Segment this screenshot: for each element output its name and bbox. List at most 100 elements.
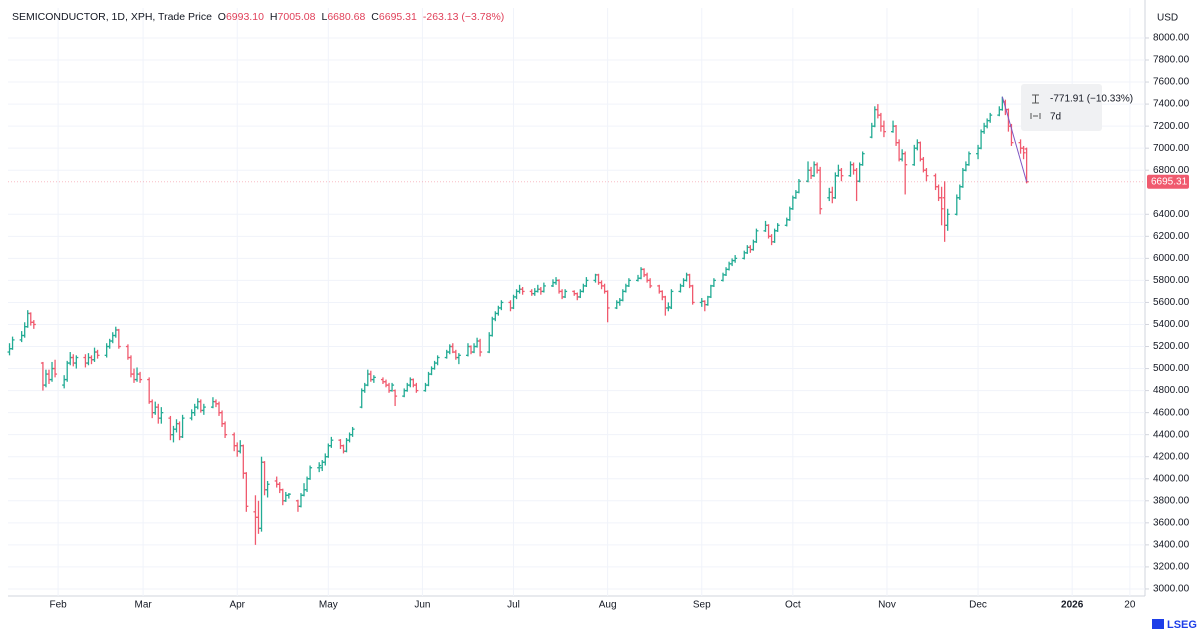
y-tick-label: 7800.00 <box>1153 55 1190 66</box>
ohlc-bar <box>645 272 650 283</box>
ohlc-bar <box>897 139 902 162</box>
ohlc-bar <box>25 310 30 328</box>
field-key: O <box>217 11 226 23</box>
ohlc-bar <box>763 220 768 232</box>
ohlc-bar <box>308 465 313 480</box>
ohlc-bar <box>277 482 282 494</box>
ohlc-bar <box>869 122 874 139</box>
currency: USD <box>1157 13 1178 24</box>
ohlc-bar <box>918 141 923 162</box>
ohlc-bar <box>174 419 179 433</box>
ohlc-bar <box>939 186 944 226</box>
ohlc-bar <box>414 382 419 393</box>
x-tick-label: Jun <box>414 600 430 611</box>
field-value: 6993.10 <box>225 11 264 23</box>
header-change: -263.13 (−3.78%) <box>422 11 505 23</box>
ohlc-bar <box>878 112 883 132</box>
ohlc-bar <box>390 382 395 392</box>
y-tick-label: 3400.00 <box>1153 540 1190 551</box>
y-tick-label: 4600.00 <box>1153 407 1190 418</box>
ohlc-bar <box>223 421 228 438</box>
y-tick-label: 7000.00 <box>1153 143 1190 154</box>
ohlc-bar <box>730 258 735 267</box>
ohlc-bar <box>274 476 279 488</box>
y-tick-label: 5600.00 <box>1153 297 1190 308</box>
ohlc-bar <box>217 401 222 416</box>
ohlc-bar <box>472 343 477 354</box>
ohlc-bar <box>493 311 498 322</box>
y-tick-label: 5800.00 <box>1153 275 1190 286</box>
ohlc-bar <box>960 168 965 188</box>
ohlc-bar <box>50 361 55 382</box>
ohlc-bar <box>976 144 981 160</box>
header-fields: O6993.10 H7005.08 L6680.68 C6695.31 <box>218 11 423 23</box>
y-tick-label: 6400.00 <box>1153 209 1190 220</box>
x-tick-label: Nov <box>878 600 896 611</box>
ohlc-bar <box>997 106 1002 117</box>
x-tick-label: Sep <box>693 600 711 611</box>
ohlc-bar <box>317 462 322 473</box>
ohlc-bar <box>979 129 984 150</box>
ohlc-bar <box>809 166 814 180</box>
field-value: 6695.31 <box>378 11 417 23</box>
ohlc-bar <box>1018 139 1023 154</box>
measure-change: -771.91 (−10.33%) <box>1050 94 1133 105</box>
ohlc-bar <box>769 234 774 246</box>
y-tick-label: 5200.00 <box>1153 341 1190 352</box>
ohlc-bar <box>456 353 461 365</box>
bars <box>7 96 1029 545</box>
ohlc-bar <box>189 409 194 421</box>
ohlc-bar <box>827 187 832 202</box>
x-tick-label: 20 <box>1124 600 1136 611</box>
ohlc-bar <box>329 436 334 448</box>
header: SEMICONDUCTOR, 1D, XPH, Trade Price O699… <box>12 11 510 23</box>
ohlc-bar <box>238 440 243 454</box>
ohlc-bar <box>617 298 622 306</box>
ohlc-bar <box>626 278 631 288</box>
ohlc-bar <box>499 300 504 311</box>
ohlc-bar <box>966 151 971 166</box>
ohlc-bar <box>201 403 206 415</box>
ohlc-bar <box>244 472 249 512</box>
y-tick-label: 4400.00 <box>1153 429 1190 440</box>
ohlc-bar <box>985 118 990 129</box>
x-tick-label: Oct <box>785 600 801 611</box>
ohlc-bar <box>347 432 352 443</box>
ohlc-bar <box>323 453 328 466</box>
ohlc-bar <box>28 312 33 326</box>
ohlc-bar <box>520 287 525 295</box>
ohlc-bar <box>447 344 452 355</box>
ohlc-bar <box>724 267 729 276</box>
ohlc-bar <box>854 168 859 202</box>
measure-span: 7d <box>1050 112 1061 123</box>
ohlc-bar <box>402 388 407 398</box>
ohlc-bar <box>478 338 483 357</box>
y-tick-label: 8000.00 <box>1153 33 1190 44</box>
ohlc-bar <box>578 289 583 299</box>
ohlc-bar <box>168 415 173 441</box>
ohlc-bar <box>338 439 343 449</box>
ohlc-bar <box>40 361 45 391</box>
ohlc-bar <box>900 149 905 162</box>
ohlc-bar <box>408 377 413 388</box>
ohlc-bar <box>71 354 76 367</box>
ohlc-bar <box>43 369 48 388</box>
x-tick-label: Dec <box>969 600 987 611</box>
x-tick-label: 2026 <box>1061 600 1084 611</box>
ohlc-bar <box>860 151 865 166</box>
field-key: L <box>321 11 328 23</box>
ohlc-bar <box>581 283 586 293</box>
last-price-label: 6695.31 <box>1151 176 1188 187</box>
ohlc-bar <box>642 268 647 278</box>
ohlc-bar <box>192 403 197 416</box>
ohlc-bar <box>350 426 355 437</box>
measure-line <box>1001 96 1028 182</box>
ohlc-bar <box>541 282 546 293</box>
ohlc-bar <box>839 168 844 182</box>
ohlc-bar <box>138 371 143 383</box>
ohlc-bar <box>833 172 838 199</box>
ohlc-bar <box>830 186 835 204</box>
ohlc-bar <box>812 161 817 177</box>
y-tick-label: 3800.00 <box>1153 495 1190 506</box>
